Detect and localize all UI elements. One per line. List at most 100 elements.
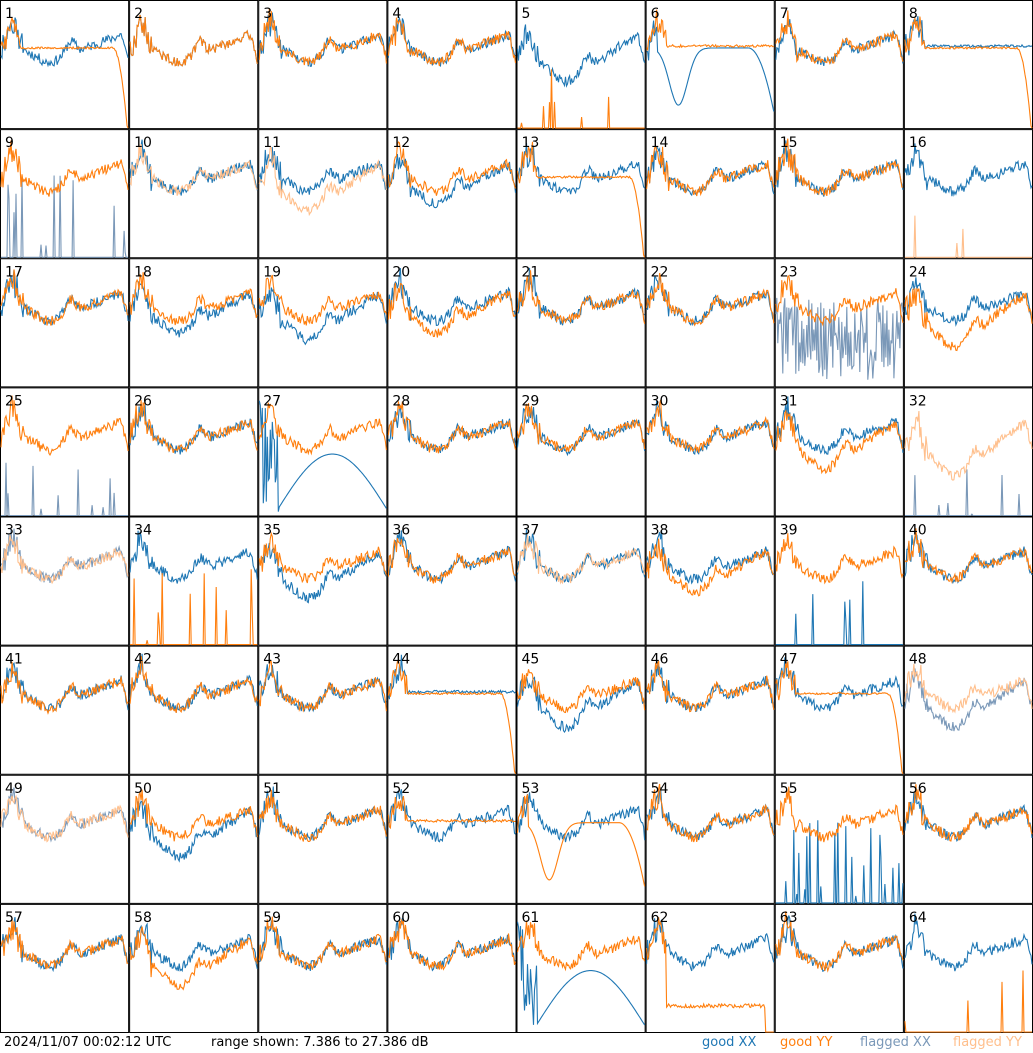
range-label: range shown: 7.386 to 27.386 dB (211, 1035, 429, 1050)
panel-label: 47 (780, 652, 798, 668)
series-yy-22 (646, 272, 775, 327)
panel-frame (129, 258, 259, 388)
panel-label: 31 (780, 393, 798, 409)
series-yy-41 (0, 661, 129, 715)
panel-label: 10 (134, 135, 152, 151)
panel-frame (774, 0, 904, 130)
panel-label: 12 (392, 135, 410, 151)
panel-frame (0, 129, 130, 259)
series-xx-35 (258, 542, 387, 604)
series-yy-10 (129, 143, 258, 196)
series-yy-5 (517, 69, 645, 129)
panel-40: 40 (903, 516, 1033, 646)
panel-44: 44 (387, 645, 517, 775)
series-yy-28 (387, 401, 517, 454)
series-xx-5 (516, 24, 646, 88)
series-yy-33 (0, 535, 129, 585)
panel-59: 59 (258, 903, 388, 1033)
panel-label: 1 (5, 6, 14, 22)
panel-37: 37 (516, 516, 646, 646)
series-yy-49 (0, 794, 129, 843)
panel-label: 38 (651, 523, 669, 539)
panel-32: 32 (903, 387, 1033, 517)
panel-58: 58 (129, 903, 259, 1033)
panel-label: 13 (522, 135, 540, 151)
series-xx-28 (387, 405, 517, 454)
series-yy-60 (387, 919, 517, 971)
series-yy-59 (258, 916, 387, 970)
panel-frame (516, 258, 646, 388)
panel-frame (516, 387, 646, 517)
panel-frame (129, 0, 259, 130)
panel-frame (0, 516, 130, 646)
panel-43: 43 (258, 645, 388, 775)
panel-label: 25 (5, 393, 23, 409)
series-xx-4 (387, 16, 516, 67)
panel-frame (0, 774, 130, 904)
series-yy-57 (0, 917, 129, 970)
panel-15: 15 (774, 129, 904, 259)
panel-frame (516, 645, 646, 775)
panel-label: 8 (909, 6, 918, 22)
series-xx-62 (646, 918, 775, 972)
series-xx-6 (646, 20, 775, 112)
series-yy-9 (0, 140, 129, 197)
series-xx-25 (1, 462, 129, 517)
series-xx-20 (387, 268, 517, 327)
panel-1: 1 (0, 0, 130, 130)
panel-label: 60 (392, 910, 410, 926)
series-xx-10 (129, 139, 258, 196)
series-yy-27 (258, 402, 387, 456)
panel-27: 27 (258, 387, 388, 517)
panel-frame (129, 129, 259, 259)
panel-label: 14 (651, 135, 669, 151)
panel-label: 59 (263, 910, 281, 926)
panel-label: 57 (5, 910, 23, 926)
legend-flagged-yy: flagged YY (953, 1035, 1022, 1050)
panel-frame (516, 774, 646, 904)
series-yy-37 (516, 535, 646, 585)
panel-frame (387, 645, 517, 775)
panel-label: 48 (909, 652, 927, 668)
panel-label: 63 (780, 910, 798, 926)
panel-64: 64 (903, 903, 1033, 1033)
series-xx-19 (258, 287, 387, 346)
panel-33: 33 (0, 516, 130, 646)
panel-frame (387, 516, 517, 646)
panel-label: 24 (909, 264, 927, 280)
panel-3: 3 (258, 0, 388, 130)
series-yy-13 (516, 141, 646, 258)
panel-label: 23 (780, 264, 798, 280)
panel-label: 42 (134, 652, 152, 668)
series-xx-29 (516, 406, 646, 457)
panel-label: 46 (651, 652, 669, 668)
panel-62: 62 (645, 903, 775, 1033)
series-yy-61 (516, 920, 646, 972)
panel-frame (903, 0, 1033, 130)
panel-47: 47 (774, 645, 904, 775)
panel-36: 36 (387, 516, 517, 646)
panel-label: 50 (134, 781, 152, 797)
panel-label: 26 (134, 393, 152, 409)
panel-60: 60 (387, 903, 517, 1033)
panel-frame (129, 774, 259, 904)
panel-61: 61 (516, 903, 646, 1033)
series-yy-56 (904, 784, 1033, 842)
series-xx-44 (387, 654, 516, 700)
footer: 2024/11/07 00:02:12 UTC range shown: 7.3… (0, 1033, 1033, 1053)
panel-frame (645, 903, 775, 1033)
panel-7: 7 (774, 0, 904, 130)
panel-frame (645, 774, 775, 904)
panel-label: 35 (263, 523, 281, 539)
panel-label: 29 (522, 393, 540, 409)
series-yy-43 (258, 659, 387, 713)
series-xx-48 (904, 668, 1033, 732)
panel-31: 31 (774, 387, 904, 517)
series-yy-58 (129, 926, 258, 991)
panel-51: 51 (258, 774, 388, 904)
legend-flagged-xx: flagged XX (860, 1035, 931, 1050)
series-yy-51 (258, 789, 387, 842)
panel-57: 57 (0, 903, 130, 1033)
